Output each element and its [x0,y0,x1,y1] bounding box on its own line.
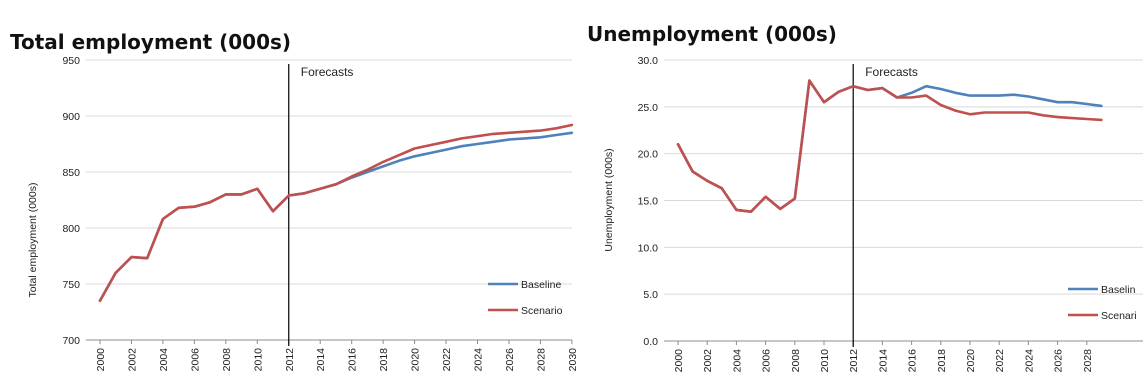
y-tick-label: 5.0 [643,289,658,301]
plot-area: 0.0 5.0 10.0 15.0 20.0 25.0 30.0 2000 2002 2004 20… [638,55,1143,372]
series-line-baseline [98,131,574,303]
chart-title: Total employment (000s) [10,30,291,54]
x-tick-label: 2016 [347,348,359,372]
series-line-scenario [98,123,574,303]
x-tick-label: 2008 [790,349,802,373]
y-tick-label: 25.0 [638,102,659,114]
total-employment-chart: Total employment (000s) Total employment… [10,30,579,371]
x-tick-label: 2026 [504,348,516,372]
y-tick-label: 30.0 [638,55,659,67]
y-tick-label: 850 [62,167,80,179]
y-tick-label: 700 [62,335,80,347]
x-tick-label: 2002 [126,348,138,372]
x-tick-label: 2022 [994,349,1006,373]
x-tick-label: 2020 [410,348,422,372]
y-tick-label: 750 [62,279,80,291]
x-tick-label: 2016 [907,349,919,373]
legend-label: Baselin [1101,284,1136,296]
series-line-scenario [676,79,1103,213]
x-tick-label: 2012 [284,348,296,372]
x-tick-label: 2014 [877,349,889,373]
x-tick-label: 2024 [473,348,485,372]
unemployment-chart: Unemployment (000s) Unemployment (000s) … [587,22,1143,372]
x-tick-label: 2020 [965,349,977,373]
y-tick-label: 950 [62,55,80,67]
series-line-baseline [676,79,1103,213]
x-tick-label: 2006 [189,348,201,372]
y-tick-label: 10.0 [638,242,659,254]
y-tick-label: 0.0 [643,336,658,348]
plot-area: 700 750 800 850 900 950 2000 2002 2004 2006 2008 20… [62,55,578,371]
x-tick-label: 2008 [221,348,233,372]
y-tick-label: 15.0 [638,196,659,208]
legend-label: Scenari [1101,310,1137,322]
y-axis-label: Total employment (000s) [27,183,39,298]
y-axis-label: Unemployment (000s) [603,148,615,251]
forecast-label: Forecasts [865,65,918,79]
y-tick-label: 20.0 [638,149,659,161]
x-tick-label: 2022 [441,348,453,372]
x-tick-label: 2010 [819,349,831,373]
x-tick-label: 2028 [535,348,547,372]
x-tick-label: 2000 [95,348,107,372]
x-tick-label: 2024 [1023,349,1035,373]
x-tick-label: 2002 [702,349,714,373]
x-tick-label: 2026 [1053,349,1065,373]
legend-label: Scenario [521,305,563,317]
x-tick-label: 2028 [1082,349,1094,373]
x-tick-label: 2014 [315,348,327,372]
x-tick-label: 2012 [848,349,860,373]
y-tick-label: 900 [62,111,80,123]
y-tick-label: 800 [62,223,80,235]
forecast-label: Forecasts [301,65,354,79]
x-tick-label: 2018 [378,348,390,372]
x-tick-label: 2004 [731,349,743,373]
x-tick-label: 2030 [567,348,579,372]
x-tick-label: 2010 [252,348,264,372]
x-tick-label: 2000 [673,349,685,373]
chart-title: Unemployment (000s) [587,22,837,46]
x-tick-label: 2006 [761,349,773,373]
x-tick-label: 2018 [936,349,948,373]
x-tick-label: 2004 [158,348,170,372]
legend-label: Baseline [521,279,561,291]
